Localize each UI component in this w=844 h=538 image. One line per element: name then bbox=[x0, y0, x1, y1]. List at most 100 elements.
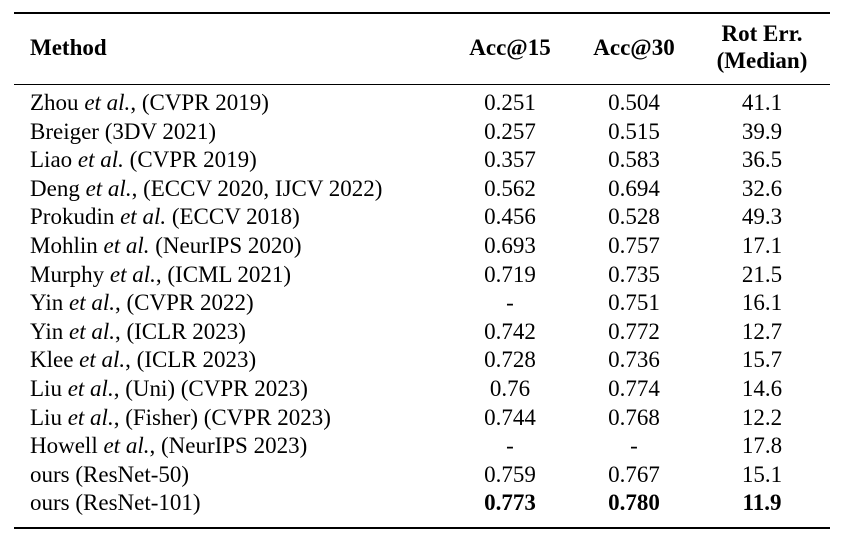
method-venue: , (ICLR 2023) bbox=[125, 347, 257, 373]
header-rot-err-line2: (Median) bbox=[716, 48, 808, 73]
acc30-cell: 0.772 bbox=[608, 318, 660, 344]
method-etal: et al. bbox=[77, 147, 124, 173]
acc15-cell: 0.357 bbox=[484, 147, 536, 173]
table-row: Klee et al., (ICLR 2023) 0.728 0.736 15.7 bbox=[0, 346, 844, 375]
acc15-cell: 0.693 bbox=[484, 232, 536, 258]
method-author: Mohlin bbox=[30, 232, 98, 258]
acc30-cell: - bbox=[630, 433, 638, 459]
acc30-cell: 0.504 bbox=[608, 90, 660, 115]
acc15-cell: 0.562 bbox=[484, 175, 536, 201]
method-etal: et al. bbox=[120, 204, 167, 230]
method-etal: et al. bbox=[68, 290, 115, 316]
header-acc30: Acc@30 bbox=[593, 35, 675, 60]
method-author: Liu bbox=[30, 375, 62, 401]
method-cell: ours (ResNet-50) bbox=[30, 461, 189, 490]
acc30-cell: 0.767 bbox=[608, 461, 660, 487]
rot-err-cell: 16.1 bbox=[741, 290, 783, 316]
method-etal: et al. bbox=[67, 375, 114, 401]
rot-err-cell: 14.6 bbox=[741, 375, 783, 401]
acc30-cell: 0.751 bbox=[608, 290, 660, 316]
method-cell: Klee et al., (ICLR 2023) bbox=[30, 346, 256, 375]
rot-err-cell: 15.7 bbox=[741, 347, 783, 373]
rot-err-cell: 39.9 bbox=[741, 118, 783, 144]
method-cell: Yin et al., (ICLR 2023) bbox=[30, 318, 246, 347]
method-author: Murphy bbox=[30, 261, 105, 287]
acc15-cell: 0.76 bbox=[489, 375, 531, 401]
table-row: Liu et al., (Uni) (CVPR 2023) 0.76 0.774 14… bbox=[0, 375, 844, 404]
acc30-cell: 0.528 bbox=[608, 204, 660, 230]
acc15-cell: 0.257 bbox=[484, 118, 536, 144]
method-etal: et al. bbox=[68, 318, 115, 344]
method-venue: , (Fisher) (CVPR 2023) bbox=[113, 404, 331, 430]
acc30-cell: 0.515 bbox=[608, 118, 660, 144]
method-venue: , (NeurIPS 2023) bbox=[149, 433, 308, 459]
method-author: Zhou bbox=[30, 90, 79, 115]
table-row: Breiger (3DV 2021) 0.257 0.515 39.9 bbox=[0, 118, 844, 147]
rot-err-cell: 49.3 bbox=[741, 204, 783, 230]
acc15-cell: 0.728 bbox=[484, 347, 536, 373]
method-author: Liao bbox=[30, 147, 73, 173]
rot-err-cell: 11.9 bbox=[742, 490, 782, 516]
method-author: ours (ResNet-50) bbox=[30, 461, 190, 487]
method-etal: et al. bbox=[79, 347, 126, 373]
method-etal: et al. bbox=[103, 433, 150, 459]
method-etal: et al. bbox=[109, 261, 156, 287]
rot-err-cell: 17.8 bbox=[741, 433, 783, 459]
header-acc15: Acc@15 bbox=[469, 35, 551, 60]
bottom-rule bbox=[14, 527, 830, 529]
acc30-cell: 0.583 bbox=[608, 147, 660, 173]
method-cell: Liu et al., (Fisher) (CVPR 2023) bbox=[30, 404, 331, 433]
mid-rule bbox=[14, 84, 830, 85]
table-row: Murphy et al., (ICML 2021) 0.719 0.735 21.5 bbox=[0, 261, 844, 290]
method-venue: , (ICLR 2023) bbox=[114, 318, 246, 344]
header-rot-err-line1: Rot Err. bbox=[721, 21, 803, 46]
method-cell: ours (ResNet-101) bbox=[30, 489, 201, 518]
method-venue: , (Uni) (CVPR 2023) bbox=[113, 375, 308, 401]
table-body: Zhou et al., (CVPR 2019) 0.251 0.504 41.1 Br… bbox=[0, 89, 844, 518]
acc15-cell: 0.719 bbox=[484, 261, 536, 287]
method-author: Prokudin bbox=[30, 204, 115, 230]
table-row: Mohlin et al. (NeurIPS 2020) 0.693 0.757 17… bbox=[0, 232, 844, 261]
method-cell: Yin et al., (CVPR 2022) bbox=[30, 289, 254, 318]
method-venue: , (ECCV 2020, IJCV 2022) bbox=[131, 175, 383, 201]
table-row: Liao et al. (CVPR 2019) 0.357 0.583 36.5 bbox=[0, 146, 844, 175]
table-row: ours (ResNet-50) 0.759 0.767 15.1 bbox=[0, 461, 844, 490]
method-cell: Breiger (3DV 2021) bbox=[30, 118, 216, 147]
acc30-cell: 0.774 bbox=[608, 375, 660, 401]
acc30-cell: 0.768 bbox=[608, 404, 660, 430]
header-method: Method bbox=[30, 35, 107, 60]
rot-err-cell: 17.1 bbox=[741, 232, 783, 258]
method-cell: Deng et al., (ECCV 2020, IJCV 2022) bbox=[30, 175, 382, 204]
acc15-cell: 0.251 bbox=[484, 90, 536, 115]
method-venue: , (ICML 2021) bbox=[155, 261, 292, 287]
method-cell: Liao et al. (CVPR 2019) bbox=[30, 146, 257, 175]
top-rule bbox=[14, 12, 830, 14]
method-venue: (CVPR 2019) bbox=[123, 147, 257, 173]
method-cell: Zhou et al., (CVPR 2019) bbox=[30, 89, 269, 118]
method-venue: , (CVPR 2022) bbox=[114, 290, 254, 316]
method-author: ours (ResNet-101) bbox=[30, 490, 201, 516]
table-row: Yin et al., (ICLR 2023) 0.742 0.772 12.7 bbox=[0, 318, 844, 347]
rot-err-cell: 12.7 bbox=[741, 318, 783, 344]
table-row: Yin et al., (CVPR 2022) - 0.751 16.1 bbox=[0, 289, 844, 318]
method-author: Howell bbox=[30, 433, 98, 459]
method-etal: et al. bbox=[103, 232, 150, 258]
acc30-cell: 0.736 bbox=[608, 347, 660, 373]
acc15-cell: 0.773 bbox=[484, 490, 536, 516]
acc15-cell: 0.744 bbox=[484, 404, 536, 430]
rot-err-cell: 41.1 bbox=[741, 90, 783, 115]
method-venue: , (CVPR 2019) bbox=[130, 90, 269, 115]
rot-err-cell: 15.1 bbox=[741, 461, 783, 487]
acc15-cell: 0.742 bbox=[484, 318, 536, 344]
method-etal: et al. bbox=[67, 404, 114, 430]
method-etal: et al. bbox=[84, 90, 131, 115]
method-cell: Howell et al., (NeurIPS 2023) bbox=[30, 432, 307, 461]
rot-err-cell: 32.6 bbox=[741, 175, 783, 201]
method-cell: Murphy et al., (ICML 2021) bbox=[30, 261, 291, 290]
acc30-cell: 0.780 bbox=[608, 490, 660, 516]
acc15-cell: 0.759 bbox=[484, 461, 536, 487]
method-author: Liu bbox=[30, 404, 62, 430]
rot-err-cell: 12.2 bbox=[741, 404, 783, 430]
table-row: ours (ResNet-101) 0.773 0.780 11.9 bbox=[0, 489, 844, 518]
header-rot-err: Rot Err. (Median) bbox=[700, 20, 824, 74]
